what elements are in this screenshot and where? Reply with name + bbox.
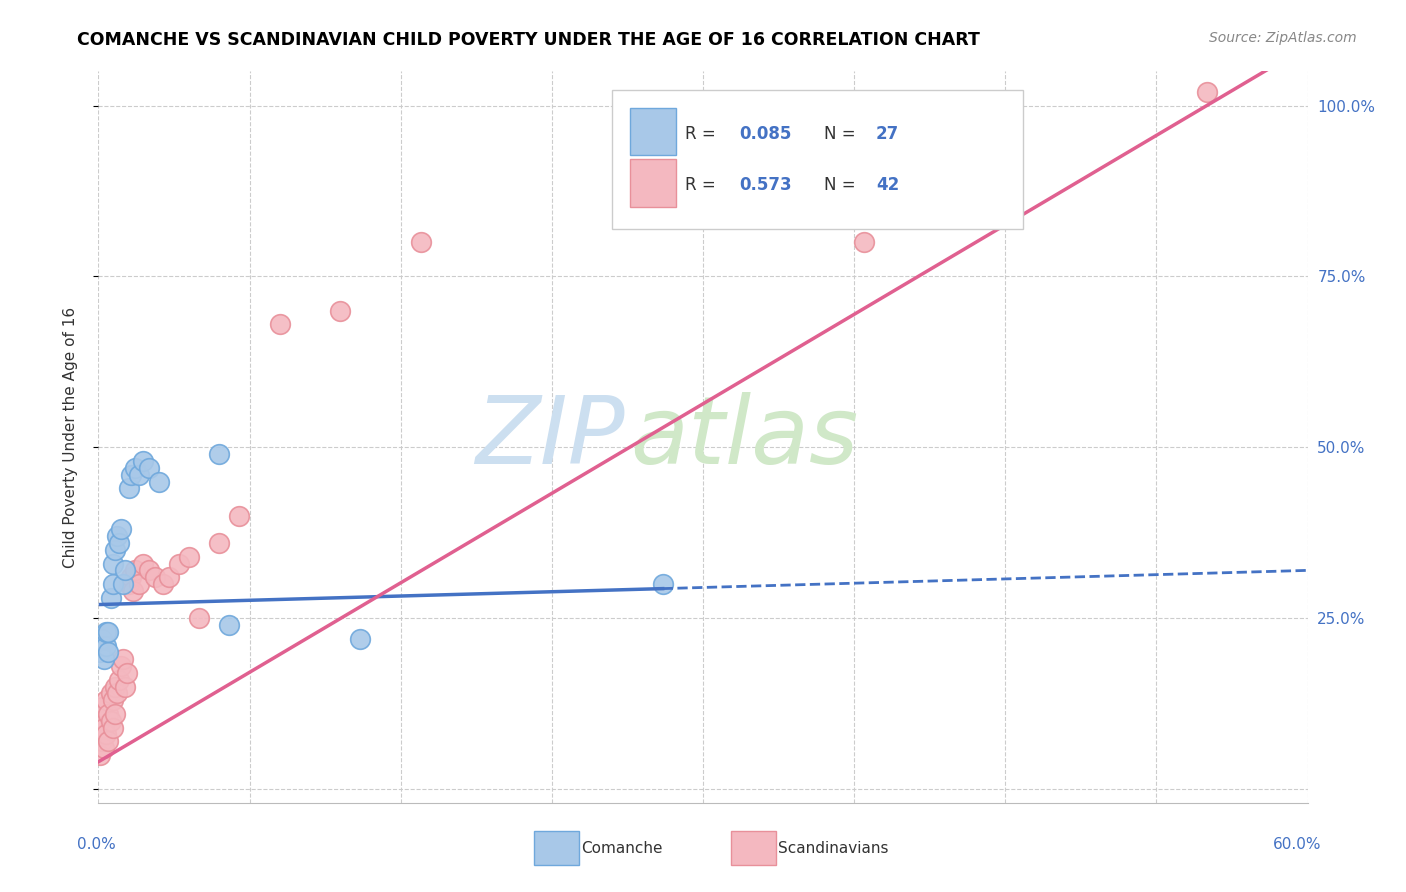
Point [101, 721, 124, 735]
Point [349, 632, 371, 646]
Point [118, 577, 141, 591]
Point [121, 583, 143, 598]
Point [97, 734, 120, 748]
Point [103, 680, 125, 694]
Point [96, 639, 118, 653]
Text: N =: N = [824, 125, 860, 143]
Point [128, 577, 150, 591]
Point [218, 618, 240, 632]
Point [93, 652, 115, 666]
Text: Scandinavians: Scandinavians [778, 841, 889, 855]
Point [114, 563, 136, 577]
Point [132, 557, 155, 571]
Text: R =: R = [685, 176, 721, 194]
Text: 0.085: 0.085 [740, 125, 792, 143]
Point [110, 659, 132, 673]
Point [651, 577, 673, 591]
Point [152, 577, 174, 591]
Point [105, 529, 128, 543]
Point [97, 645, 120, 659]
Point [101, 557, 124, 571]
Point [269, 318, 291, 332]
Point [118, 481, 141, 495]
Text: 60.0%: 60.0% [1274, 837, 1322, 852]
Y-axis label: Child Poverty Under the Age of 16: Child Poverty Under the Age of 16 [63, 307, 77, 567]
Point [143, 570, 166, 584]
Point [100, 714, 122, 728]
Text: ZIP: ZIP [475, 392, 624, 483]
Point [103, 706, 125, 721]
Point [114, 680, 136, 694]
Text: atlas: atlas [630, 392, 859, 483]
Point [96, 727, 118, 741]
Point [228, 508, 250, 523]
Text: Comanche: Comanche [581, 841, 662, 855]
Text: N =: N = [824, 176, 860, 194]
Point [208, 536, 231, 550]
Point [105, 686, 128, 700]
Text: 27: 27 [876, 125, 900, 143]
Point [89, 747, 111, 762]
Point [409, 235, 432, 250]
Point [93, 741, 115, 756]
Point [179, 549, 201, 564]
FancyBboxPatch shape [613, 89, 1024, 228]
Point [1195, 85, 1218, 99]
Point [97, 706, 120, 721]
Point [97, 624, 120, 639]
FancyBboxPatch shape [630, 159, 676, 207]
Point [111, 577, 134, 591]
Text: 42: 42 [876, 176, 900, 194]
Point [132, 454, 155, 468]
Point [124, 563, 146, 577]
Point [100, 591, 122, 605]
Point [89, 645, 111, 659]
Text: R =: R = [685, 125, 721, 143]
Text: COMANCHE VS SCANDINAVIAN CHILD POVERTY UNDER THE AGE OF 16 CORRELATION CHART: COMANCHE VS SCANDINAVIAN CHILD POVERTY U… [77, 31, 980, 49]
Point [107, 673, 129, 687]
Point [120, 467, 142, 482]
Point [208, 447, 231, 461]
Point [91, 734, 114, 748]
Point [91, 632, 114, 646]
Point [853, 235, 876, 250]
Point [101, 693, 124, 707]
Point [188, 611, 211, 625]
Point [110, 522, 132, 536]
Point [111, 652, 134, 666]
Point [100, 686, 122, 700]
Point [96, 693, 118, 707]
FancyBboxPatch shape [630, 108, 676, 155]
Point [107, 536, 129, 550]
Point [329, 303, 352, 318]
Point [148, 475, 170, 489]
Point [124, 460, 146, 475]
Point [138, 460, 160, 475]
Text: 0.0%: 0.0% [77, 837, 117, 852]
Point [157, 570, 180, 584]
Point [167, 557, 190, 571]
Point [91, 700, 114, 714]
Text: 0.573: 0.573 [740, 176, 792, 194]
Point [101, 577, 124, 591]
Point [93, 721, 115, 735]
Point [120, 570, 142, 584]
Point [96, 624, 118, 639]
Point [115, 665, 138, 680]
Point [128, 467, 150, 482]
Point [103, 542, 125, 557]
Point [89, 714, 111, 728]
Text: Source: ZipAtlas.com: Source: ZipAtlas.com [1209, 31, 1357, 45]
Point [138, 563, 160, 577]
